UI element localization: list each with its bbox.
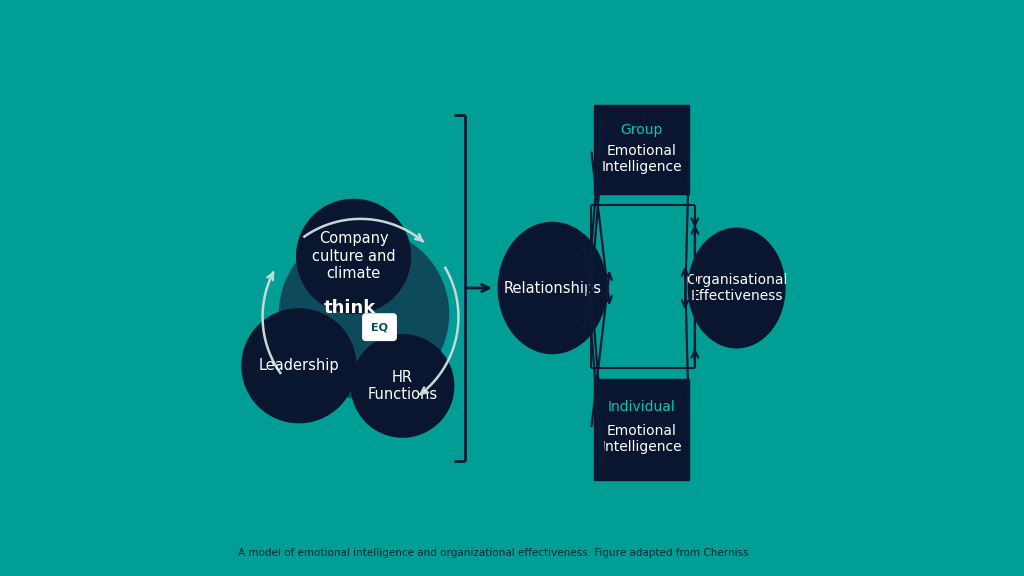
Text: Organisational
Effectiveness: Organisational Effectiveness [686,273,787,303]
Circle shape [279,229,450,399]
Text: Emotional
Intelligence: Emotional Intelligence [601,143,682,174]
Text: Company
culture and
climate: Company culture and climate [311,232,395,281]
Ellipse shape [296,199,412,314]
Text: Individual: Individual [607,400,676,414]
Text: A model of emotional intelligence and organizational effectiveness. Figure adapt: A model of emotional intelligence and or… [239,548,749,558]
Text: EQ: EQ [371,322,388,332]
FancyBboxPatch shape [362,314,396,340]
Text: Relationships: Relationships [504,281,601,295]
Ellipse shape [350,334,455,438]
Text: Leadership: Leadership [259,358,339,373]
FancyBboxPatch shape [594,379,689,479]
Text: Group: Group [621,123,663,137]
Ellipse shape [498,222,607,354]
FancyBboxPatch shape [594,105,689,195]
Text: think: think [324,299,376,317]
Text: HR
Functions: HR Functions [368,370,437,402]
Ellipse shape [688,228,785,348]
Text: Emotional
Intelligence: Emotional Intelligence [601,424,682,454]
Ellipse shape [242,308,356,423]
